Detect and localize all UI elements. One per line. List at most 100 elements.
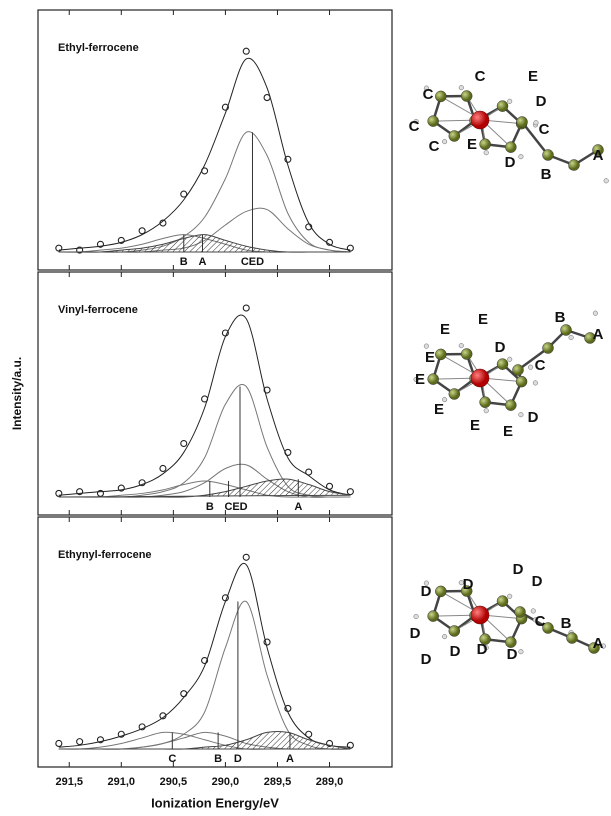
peak-label: B xyxy=(180,256,188,268)
panel-frame xyxy=(37,516,393,768)
peak-label: C xyxy=(225,501,233,513)
atom-label: E xyxy=(467,136,477,153)
data-point xyxy=(305,730,313,738)
atom-label: E xyxy=(478,311,488,328)
ring-bond xyxy=(431,94,477,138)
atom-label: D xyxy=(532,573,543,590)
hydrogen-atom xyxy=(413,613,419,620)
hydrogen-atom xyxy=(533,120,539,126)
atom-label: D xyxy=(507,646,518,663)
hydrogen-atom xyxy=(592,310,598,316)
atom-label: B xyxy=(555,309,566,326)
atom-label: E xyxy=(503,423,513,440)
carbon-atom xyxy=(460,90,473,102)
data-point xyxy=(325,482,334,490)
atom-label: C xyxy=(429,138,440,155)
peak-label: A xyxy=(294,501,302,513)
atom-label: E xyxy=(470,417,480,434)
panel-title: Ethynyl-ferrocene xyxy=(58,549,152,561)
hydrogen-atom xyxy=(603,178,609,184)
atom-label: A xyxy=(593,147,604,164)
hydrogen-atom xyxy=(483,150,489,156)
atom-label: D xyxy=(421,651,432,668)
hydrogen-atom xyxy=(568,334,574,341)
x-tick-label: 290,0 xyxy=(212,776,240,788)
hydrogen-atom xyxy=(518,154,524,160)
x-tick-label: 290,5 xyxy=(160,776,188,788)
panel-title: Ethyl-ferrocene xyxy=(58,42,139,54)
hydrogen-atom xyxy=(413,118,419,125)
data-point xyxy=(346,244,354,252)
hydrogen-atom xyxy=(483,408,489,414)
hydrogen-atom xyxy=(442,397,448,403)
atom-label: E xyxy=(425,349,435,366)
data-point xyxy=(180,190,188,198)
data-point xyxy=(242,47,250,55)
x-tick-label: 289,5 xyxy=(264,776,292,788)
atom-label: C xyxy=(535,613,546,630)
carbon-atom xyxy=(479,138,491,150)
hydrogen-atom xyxy=(507,356,513,362)
carbon-atom xyxy=(588,642,600,654)
carbon-atom xyxy=(542,622,554,634)
peak-label: B xyxy=(206,501,214,513)
data-point xyxy=(242,304,250,312)
carbon-atom xyxy=(435,585,447,598)
chain-bond xyxy=(520,119,599,167)
peak-label: D xyxy=(234,753,242,765)
x-tick-label: 291,0 xyxy=(108,776,136,788)
data-point xyxy=(159,464,167,473)
data-point xyxy=(242,553,250,561)
carbon-atom xyxy=(542,342,554,354)
carbon-atom xyxy=(515,375,528,388)
data-point xyxy=(76,738,84,746)
chain-bond xyxy=(518,609,595,650)
hydrogen-atom xyxy=(442,139,448,145)
y-axis-label: Intensity/a.u. xyxy=(10,357,24,430)
fit-curve xyxy=(58,57,351,251)
carbon-atom xyxy=(505,399,517,411)
fit-curve xyxy=(58,562,351,748)
panel-frame xyxy=(37,9,393,271)
x-tick-label: 289,0 xyxy=(316,776,344,788)
carbon-atom xyxy=(584,332,596,344)
hydrogen-atom xyxy=(458,580,464,586)
carbon-atom xyxy=(566,632,578,644)
carbon-atom xyxy=(514,606,526,618)
atom-label: B xyxy=(541,166,552,183)
atom-label: D xyxy=(463,576,474,593)
peak-label: CED xyxy=(241,256,264,268)
carbon-atom xyxy=(448,388,461,400)
hydrogen-atom xyxy=(423,85,429,91)
carbon-atom xyxy=(592,144,604,156)
hatched-component xyxy=(58,234,351,253)
atom-label: D xyxy=(495,339,506,356)
hatched-component xyxy=(58,730,351,750)
carbon-atom xyxy=(460,585,473,597)
fit-curve xyxy=(58,131,351,253)
atom-label: D xyxy=(513,561,524,578)
hydrogen-atom xyxy=(600,643,607,649)
atom-label: C xyxy=(409,118,420,135)
peak-label: ED xyxy=(232,501,247,513)
hydrogen-atom xyxy=(532,380,538,386)
carbon-atom xyxy=(512,364,524,376)
hydrogen-atom xyxy=(518,649,524,655)
iron-atom xyxy=(470,368,490,388)
hydrogen-atom xyxy=(458,343,464,349)
carbon-atom xyxy=(479,396,491,408)
carbon-atom xyxy=(448,625,461,637)
data-point xyxy=(346,488,354,496)
atom-label: D xyxy=(410,625,421,642)
data-point xyxy=(180,439,188,448)
atom-label: B xyxy=(561,615,572,632)
carbon-atom xyxy=(435,348,447,361)
carbon-atom xyxy=(568,159,580,171)
carbon-atom xyxy=(496,595,509,607)
chain-bond xyxy=(516,328,591,382)
carbon-atom xyxy=(496,100,509,112)
carbon-atom xyxy=(479,633,491,645)
data-point xyxy=(138,227,146,235)
carbon-atom xyxy=(505,636,517,648)
hydrogen-atom xyxy=(423,580,429,586)
